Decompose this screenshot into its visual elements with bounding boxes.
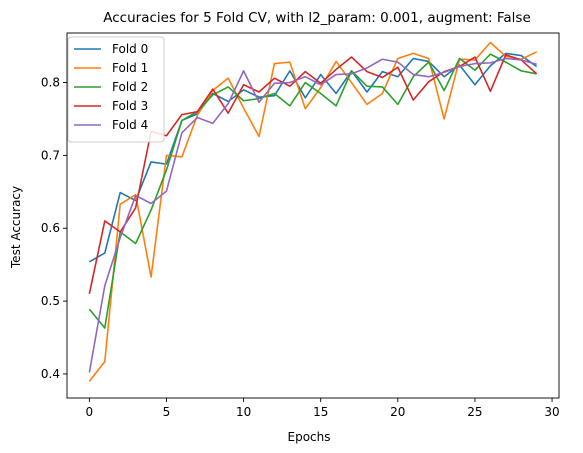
y-axis-label: Test Accuracy [9,186,23,269]
x-axis: 0 5 10 15 20 25 30 [86,398,560,419]
chart-title: Accuracies for 5 Fold CV, with l2_param:… [103,10,531,26]
y-tick-label: 0.5 [41,294,60,308]
legend: Fold 0 Fold 1 Fold 2 Fold 3 Fold 4 [67,36,165,143]
legend-label-fold-2: Fold 2 [112,80,148,94]
y-tick-label: 0.7 [41,148,60,162]
series-line-fold-0 [88,52,538,263]
y-tick-label: 0.6 [41,221,60,235]
legend-label-fold-3: Fold 3 [112,99,148,113]
legend-label-fold-4: Fold 4 [112,118,148,132]
legend-box [67,36,165,143]
x-tick-label: 20 [390,405,405,419]
x-axis-label: Epochs [288,430,331,444]
x-tick-label: 25 [467,405,482,419]
y-axis: 0.4 0.5 0.6 0.7 0.8 [41,76,67,381]
legend-label-fold-0: Fold 0 [112,42,148,56]
x-tick-label: 30 [544,405,559,419]
x-tick-label: 0 [86,405,94,419]
x-tick-label: 5 [163,405,171,419]
x-tick-label: 10 [236,405,251,419]
plot-frame [66,32,560,399]
y-tick-label: 0.8 [41,76,60,90]
series-line-fold-2 [88,53,537,329]
y-tick-label: 0.4 [41,367,60,381]
x-tick-label: 15 [313,405,328,419]
legend-label-fold-1: Fold 1 [112,61,148,75]
series-line-fold-4 [88,57,537,373]
